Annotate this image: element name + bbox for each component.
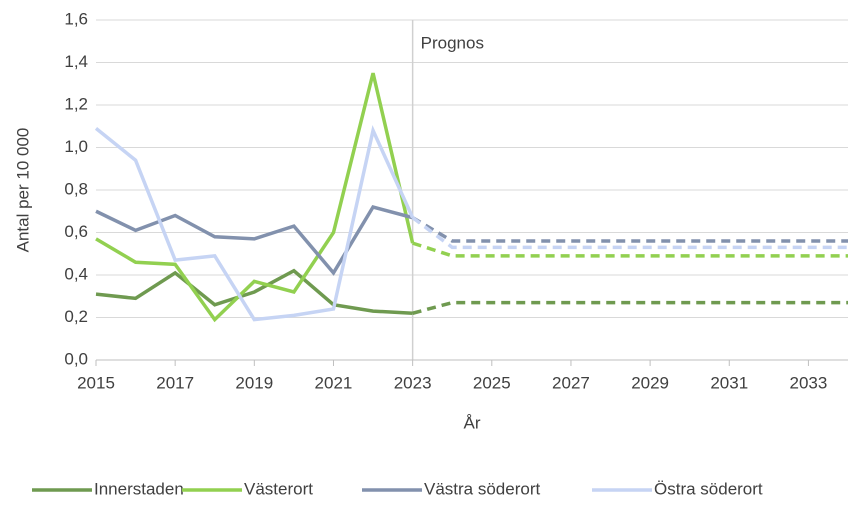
x-tick-label: 2023 <box>394 373 432 392</box>
y-tick-label: 1,6 <box>64 9 88 28</box>
x-tick-label: 2025 <box>473 373 511 392</box>
forecast-line-series <box>411 216 848 243</box>
line-series <box>94 125 415 322</box>
x-tick-label: 2033 <box>790 373 828 392</box>
y-axis-label: Antal per 10 000 <box>13 128 32 253</box>
y-tick-label: 0,2 <box>64 307 88 326</box>
x-tick-label: 2017 <box>156 373 194 392</box>
y-tick-label: 0,4 <box>64 264 88 283</box>
y-tick-label: 1,4 <box>64 52 88 71</box>
forecast-line-series <box>411 216 848 250</box>
forecast-line-series <box>412 241 848 258</box>
x-axis-label: År <box>464 413 481 432</box>
legend-label: Västra söderort <box>424 479 540 498</box>
line-series <box>95 268 413 315</box>
x-tick-label: 2021 <box>315 373 353 392</box>
line-series <box>95 204 414 276</box>
x-tick-label: 2019 <box>235 373 273 392</box>
y-tick-label: 1,0 <box>64 137 88 156</box>
legend-label: Östra söderort <box>654 479 763 498</box>
legend-label: Innerstaden <box>94 479 184 498</box>
y-tick-label: 0,0 <box>64 349 88 368</box>
y-tick-label: 1,2 <box>64 94 88 113</box>
x-tick-label: 2031 <box>710 373 748 392</box>
x-tick-label: 2027 <box>552 373 590 392</box>
forecast-line-series <box>412 300 848 315</box>
y-tick-label: 0,8 <box>64 179 88 198</box>
y-tick-label: 0,6 <box>64 222 88 241</box>
x-tick-label: 2015 <box>77 373 115 392</box>
annotation: Prognos <box>421 33 484 52</box>
line-series <box>95 72 415 323</box>
x-tick-label: 2029 <box>631 373 669 392</box>
legend-label: Västerort <box>244 479 313 498</box>
